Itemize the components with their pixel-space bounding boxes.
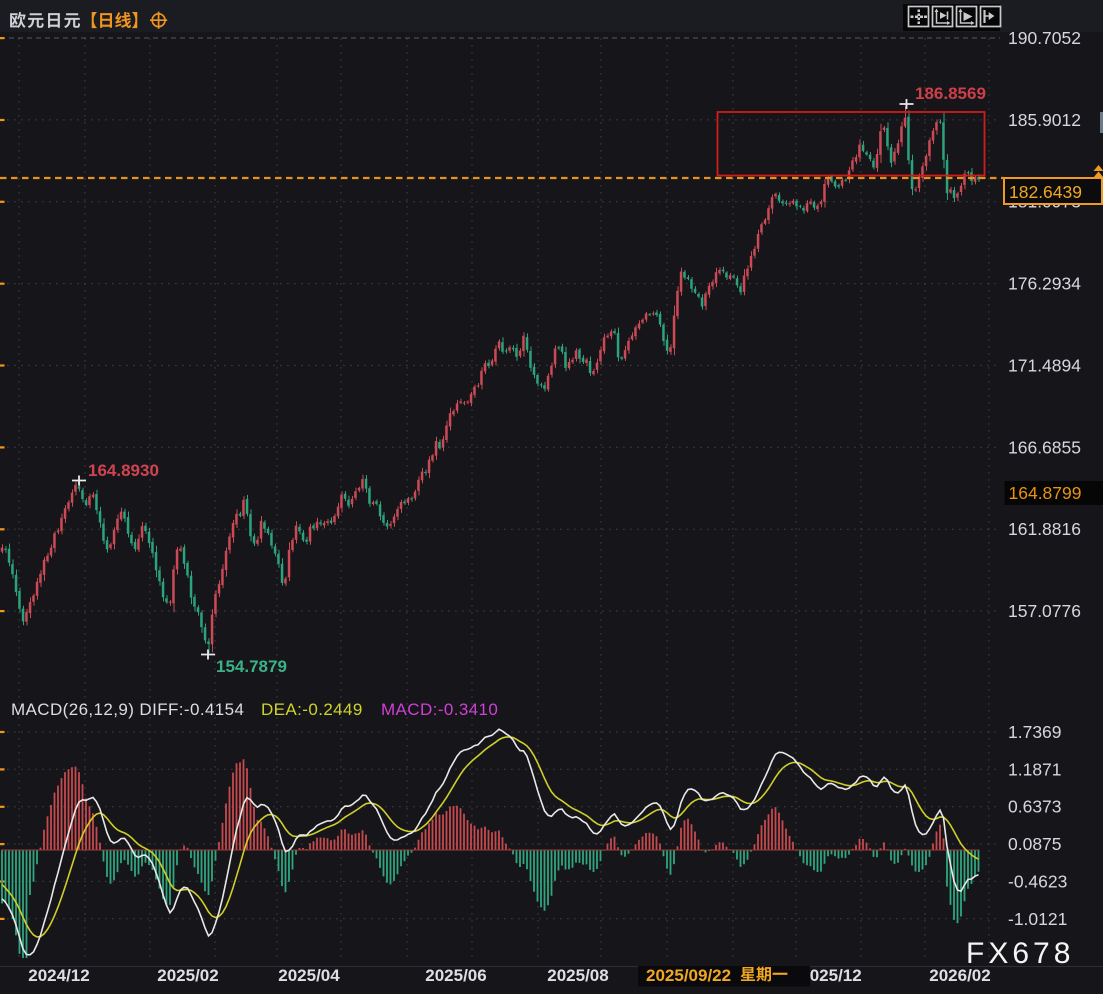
svg-text:2025/02: 2025/02: [157, 966, 218, 985]
svg-text:0.6373: 0.6373: [1008, 797, 1062, 817]
svg-text:166.6855: 166.6855: [1008, 437, 1081, 457]
svg-text:1.7369: 1.7369: [1008, 722, 1062, 742]
svg-text:161.8816: 161.8816: [1008, 519, 1081, 539]
svg-text:MACD(26,12,9) DIFF:-0.4154: MACD(26,12,9) DIFF:-0.4154: [11, 700, 244, 719]
svg-text:154.7879: 154.7879: [216, 657, 287, 676]
svg-text:-0.4623: -0.4623: [1008, 871, 1067, 891]
svg-text:2025/09/22: 2025/09/22: [646, 966, 731, 985]
svg-text:176.2934: 176.2934: [1008, 274, 1081, 294]
svg-text:FX678: FX678: [966, 937, 1074, 970]
svg-text:171.4894: 171.4894: [1008, 355, 1081, 375]
svg-text:164.8930: 164.8930: [88, 461, 159, 480]
svg-text:-1.0121: -1.0121: [1008, 909, 1067, 929]
svg-text:186.8569: 186.8569: [915, 84, 986, 103]
svg-text:2024/12: 2024/12: [28, 966, 89, 985]
svg-text:2025/04: 2025/04: [278, 966, 340, 985]
svg-text:DEA:-0.2449: DEA:-0.2449: [261, 700, 363, 719]
svg-text:190.7052: 190.7052: [1008, 28, 1081, 48]
svg-text:157.0776: 157.0776: [1008, 601, 1081, 621]
svg-text:1.1871: 1.1871: [1008, 759, 1062, 779]
svg-text:2025/08: 2025/08: [547, 966, 608, 985]
svg-text:182.6439: 182.6439: [1009, 182, 1082, 202]
svg-text:164.8799: 164.8799: [1009, 483, 1082, 503]
svg-text:0.0875: 0.0875: [1008, 834, 1062, 854]
svg-text:2025/06: 2025/06: [425, 966, 486, 985]
svg-text:185.9012: 185.9012: [1008, 110, 1081, 130]
svg-text:MACD:-0.3410: MACD:-0.3410: [381, 700, 498, 719]
